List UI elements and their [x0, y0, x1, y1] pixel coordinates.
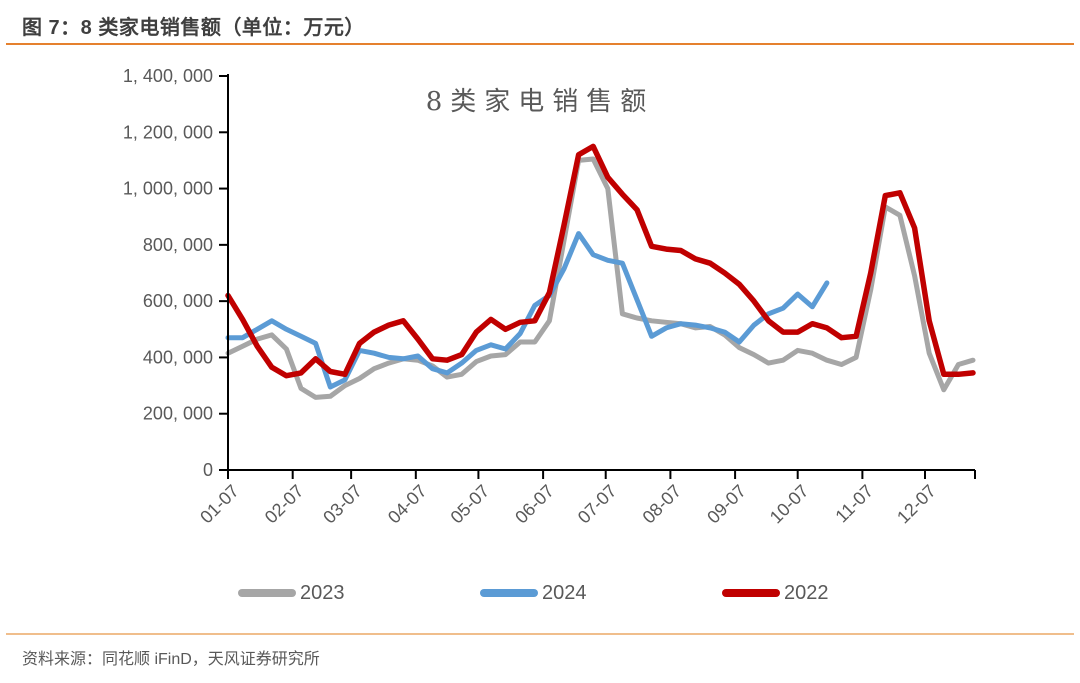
legend-label-2023: 2023: [300, 581, 345, 604]
x-tick-label: 04-07: [384, 481, 431, 528]
x-tick-label: 05-07: [447, 481, 494, 528]
x-tick-label: 10-07: [766, 481, 813, 528]
x-tick-label: 09-07: [703, 481, 750, 528]
x-tick-label: 01-07: [196, 481, 243, 528]
caption-underline: [6, 43, 1074, 45]
legend-item-2023: 2023: [238, 581, 345, 605]
footer-divider: [6, 633, 1074, 635]
x-tick-label: 08-07: [639, 481, 686, 528]
chart-legend: 2023 2024 2022: [0, 581, 1080, 605]
x-tick-label: 06-07: [511, 481, 558, 528]
y-tick-label: 600, 000: [143, 291, 213, 311]
legend-swatch-2024: [480, 589, 538, 597]
legend-swatch-2022: [722, 589, 780, 597]
y-tick-label: 1, 000, 000: [123, 179, 213, 199]
legend-swatch-2023: [238, 589, 296, 597]
legend-item-2022: 2022: [722, 581, 829, 605]
chart-title: 8类家电销售额: [426, 87, 655, 117]
y-tick-label: 200, 000: [143, 404, 213, 424]
y-tick-label: 1, 400, 000: [123, 66, 213, 86]
legend-label-2022: 2022: [784, 581, 829, 604]
y-tick-label: 0: [203, 460, 213, 480]
x-tick-label: 12-07: [893, 481, 940, 528]
legend-label-2024: 2024: [542, 581, 587, 604]
x-tick-label: 03-07: [319, 481, 366, 528]
series-2023-line: [225, 156, 976, 400]
x-tick-label: 11-07: [831, 481, 877, 527]
source-note: 资料来源：同花顺 iFinD，天风证券研究所: [22, 651, 320, 668]
legend-item-2024: 2024: [480, 581, 587, 605]
y-tick-label: 800, 000: [143, 235, 213, 255]
x-tick-label: 07-07: [574, 481, 621, 528]
y-tick-label: 400, 000: [143, 347, 213, 367]
x-tick-label: 02-07: [261, 481, 308, 528]
sales-line-chart: 8类家电销售额 0 200, 000 400, 000 600, 000 800, 000…: [123, 66, 976, 528]
figure-caption: 图 7：8 类家电销售额（单位：万元）: [22, 17, 365, 39]
y-tick-label: 1, 200, 000: [123, 122, 213, 142]
series-2022-line: [225, 143, 976, 379]
